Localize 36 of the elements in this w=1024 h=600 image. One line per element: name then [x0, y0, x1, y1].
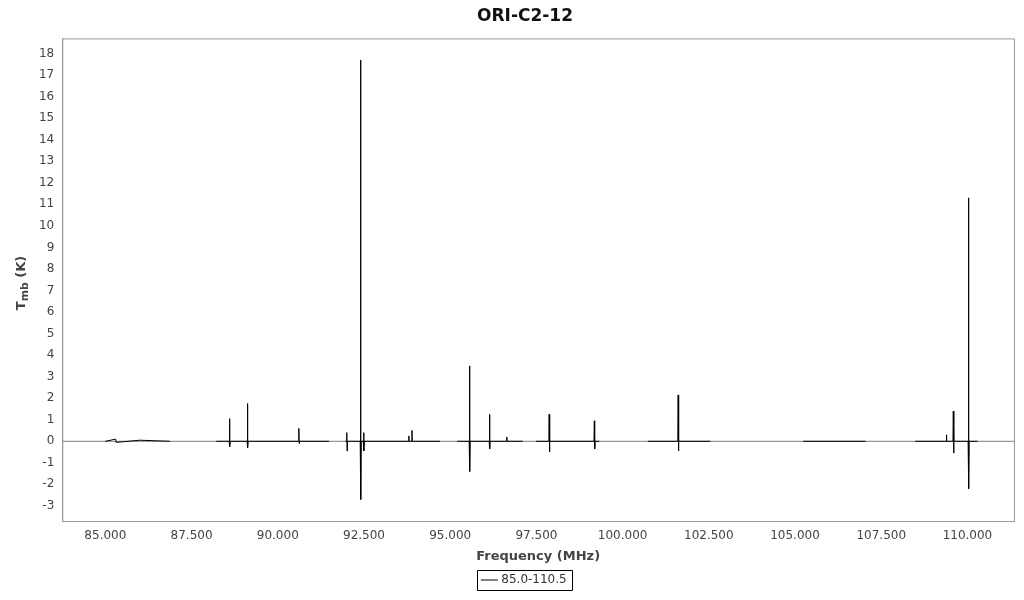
y-tick-label: 11 — [38, 196, 55, 211]
y-tick-label: 5 — [46, 325, 55, 340]
x-axis-title: Frequency (MHz) — [476, 547, 601, 563]
y-tick-label: 15 — [38, 110, 55, 125]
y-tick-label: -1 — [42, 454, 55, 469]
y-tick-label: 3 — [46, 368, 55, 383]
y-tick-label: -3 — [42, 498, 55, 513]
y-tick-label: 4 — [46, 347, 55, 362]
y-tick-label: 0 — [46, 433, 55, 448]
y-tick-label: 2 — [46, 390, 55, 405]
x-tick-label: 100.000 — [597, 528, 648, 543]
y-tick-label: 17 — [38, 67, 55, 82]
chart-title: ORI-C2-12 — [477, 4, 573, 25]
y-tick-label: 8 — [46, 261, 55, 276]
x-tick-label: 92.500 — [343, 528, 385, 543]
y-tick-label: 6 — [46, 304, 55, 319]
y-tick-label: 10 — [38, 217, 55, 232]
y-tick-label: 16 — [38, 88, 55, 103]
x-tick-label: 105.000 — [770, 528, 820, 543]
y-tick-label: 18 — [38, 45, 55, 60]
y-tick-label: 7 — [46, 282, 55, 297]
x-tick-label: 90.000 — [256, 528, 299, 543]
x-tick-label: 95.000 — [429, 528, 472, 543]
y-tick-label: 14 — [38, 131, 55, 146]
x-tick-label: 87.500 — [170, 528, 213, 543]
x-tick-label: 110.000 — [942, 528, 993, 543]
y-tick-label: 12 — [38, 174, 55, 189]
x-tick-label: 85.000 — [84, 528, 127, 543]
x-tick-label: 97.500 — [515, 528, 558, 543]
y-tick-label: 9 — [46, 239, 55, 254]
x-tick-label: 107.500 — [856, 528, 907, 543]
legend-label: 85.0-110.5 — [501, 572, 567, 587]
y-tick-label: -2 — [42, 476, 55, 491]
y-tick-label: 1 — [46, 411, 55, 426]
y-tick-label: 13 — [38, 153, 55, 168]
x-tick-label: 102.500 — [684, 528, 734, 543]
